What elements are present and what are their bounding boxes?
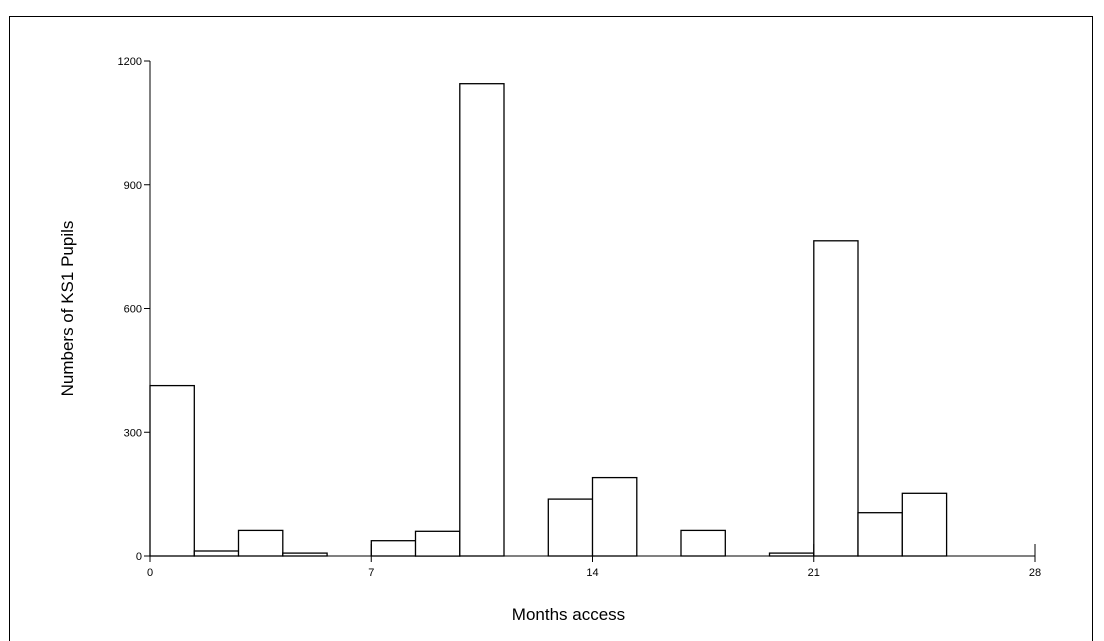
y-tick-label-2: 600 bbox=[124, 304, 142, 316]
bars-group bbox=[149, 83, 948, 557]
y-tick-label-3: 900 bbox=[124, 180, 142, 192]
histogram-bar-2 bbox=[237, 529, 284, 557]
y-tick-label-4: 1200 bbox=[118, 56, 142, 68]
y-axis-title: Numbers of KS1 Pupils bbox=[58, 221, 77, 397]
histogram-bar-1 bbox=[193, 550, 240, 557]
histogram-bar-12 bbox=[680, 529, 726, 557]
histogram-bar-6 bbox=[414, 530, 461, 557]
histogram-bar-9 bbox=[547, 498, 594, 557]
histogram-bar-17 bbox=[901, 492, 948, 557]
x-axis-title: Months access bbox=[512, 605, 625, 624]
x-tick-label-1: 7 bbox=[368, 567, 374, 579]
x-tick-label-2: 14 bbox=[586, 567, 598, 579]
y-ticks-group: 0 300 600 900 1200 bbox=[118, 56, 150, 563]
histogram-bar-5 bbox=[370, 540, 417, 557]
histogram-bar-16 bbox=[857, 512, 903, 557]
histogram-bar-15 bbox=[813, 240, 859, 557]
x-tick-label-3: 21 bbox=[808, 567, 820, 579]
y-tick-label-1: 300 bbox=[124, 427, 142, 439]
x-tick-label-0: 0 bbox=[147, 567, 153, 579]
histogram-bar-10 bbox=[591, 476, 638, 557]
histogram-bar-0 bbox=[149, 384, 195, 557]
x-tick-label-4: 28 bbox=[1029, 567, 1041, 579]
histogram-bar-7 bbox=[459, 83, 505, 557]
x-ticks-group: 0 7 14 21 28 bbox=[147, 544, 1041, 579]
y-tick-label-0: 0 bbox=[136, 551, 142, 563]
